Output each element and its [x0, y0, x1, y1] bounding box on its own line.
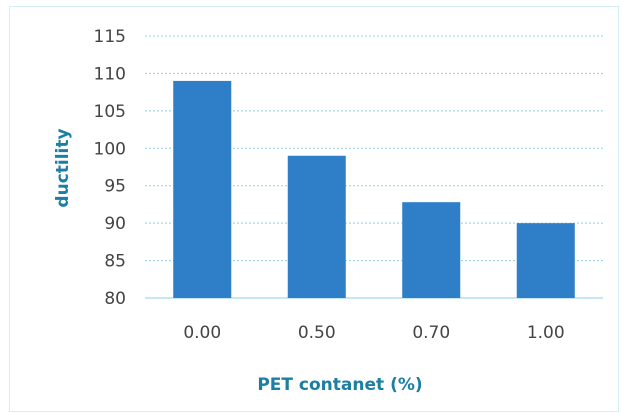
y-tick-label: 90: [104, 214, 126, 234]
y-tick-label: 110: [94, 64, 126, 84]
y-tick-label: 100: [94, 139, 126, 159]
bar-0.50: [287, 155, 346, 298]
y-tick-label: 115: [94, 27, 126, 47]
bar-0.70: [402, 202, 461, 298]
y-tick-label: 95: [104, 177, 126, 197]
y-tick-label: 105: [94, 102, 126, 122]
x-tick-label: 0.70: [412, 323, 450, 343]
x-tick-labels: 0.00 0.50 0.70 1.00: [183, 323, 564, 343]
x-tick-label: 0.50: [298, 323, 336, 343]
y-tick-label: 85: [104, 252, 126, 272]
bars: [173, 80, 575, 299]
x-axis-title: PET contanet (%): [257, 375, 422, 395]
x-tick-label: 0.00: [183, 323, 221, 343]
y-tick-labels: 80 85 90 95 100 105 110 115: [94, 27, 126, 309]
bar-1.00: [516, 223, 575, 298]
x-tick-label: 1.00: [527, 323, 565, 343]
bar-0.00: [173, 80, 232, 299]
y-tick-label: 80: [104, 289, 126, 309]
y-axis-title: ductility: [53, 128, 73, 207]
